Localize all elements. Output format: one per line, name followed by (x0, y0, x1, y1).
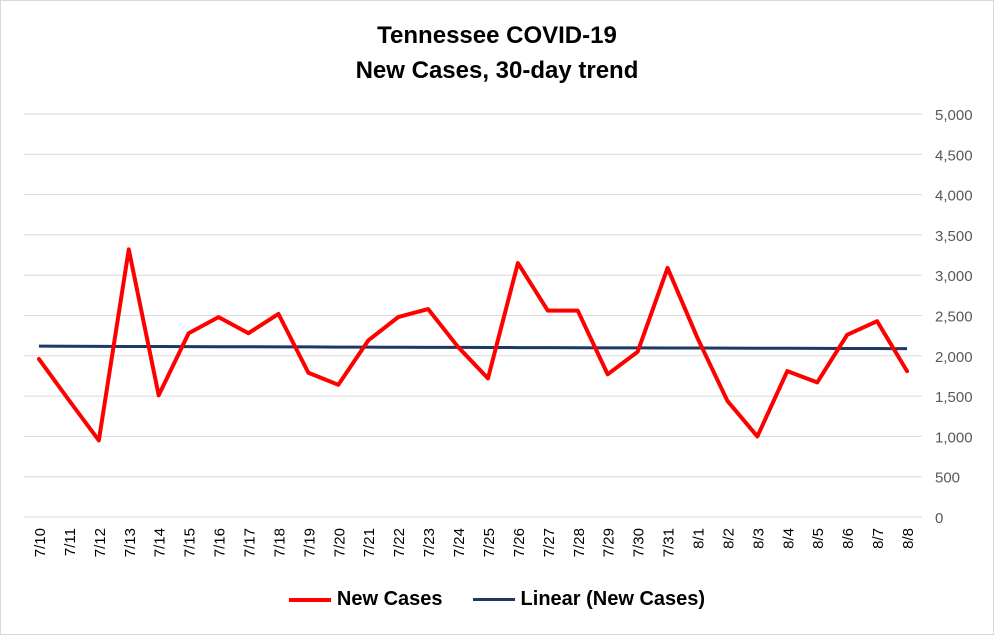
gridlines (24, 113, 922, 518)
x-tick-label: 8/5 (810, 528, 827, 549)
x-tick-label: 7/24 (451, 528, 468, 557)
legend: New Cases Linear (New Cases) (0, 588, 994, 611)
chart-subtitle: New Cases, 30-day trend (355, 57, 639, 84)
x-tick-label: 7/12 (92, 528, 109, 557)
series-lines (36, 247, 910, 443)
legend-swatch-linear (472, 598, 515, 601)
y-tick-label: 4,500 (935, 147, 973, 164)
series-line-linear-new-cases (38, 344, 908, 351)
series-line-new-cases (36, 247, 910, 443)
x-tick-label: 7/26 (511, 528, 528, 557)
y-tick-label: 3,000 (935, 268, 973, 285)
chart-title: Tennessee COVID-19 (377, 22, 617, 49)
x-tick-label: 7/22 (391, 528, 408, 557)
x-tick-label: 8/6 (840, 528, 857, 549)
x-tick-label: 7/19 (301, 528, 318, 557)
legend-label-linear: Linear (New Cases) (520, 588, 706, 610)
y-tick-label: 5,000 (935, 107, 973, 124)
x-tick-label: 7/18 (271, 528, 288, 557)
x-tick-label: 7/13 (122, 528, 139, 557)
x-tick-label: 7/23 (421, 528, 438, 557)
y-tick-label: 1,500 (935, 389, 973, 406)
y-tick-label: 1,000 (935, 429, 973, 446)
x-tick-label: 7/31 (661, 528, 678, 557)
x-tick-label: 7/25 (481, 528, 498, 557)
y-tick-label: 0 (935, 510, 943, 527)
y-tick-label: 2,000 (935, 349, 973, 366)
x-tick-label: 7/30 (631, 528, 648, 557)
x-tick-label: 8/7 (870, 528, 887, 549)
y-axis-ticks: 0 500 1,000 1,500 2,000 2,500 3,000 3,500 4,000 4… (935, 107, 973, 527)
legend-swatch-new-cases (288, 597, 331, 602)
x-tick-label: 8/1 (691, 528, 708, 549)
y-tick-label: 2,500 (935, 309, 973, 326)
x-tick-label: 7/21 (361, 528, 378, 557)
legend-label-new-cases: New Cases (336, 588, 443, 610)
x-tick-label: 7/16 (212, 528, 229, 557)
x-axis-ticks: 7/10 7/11 7/12 7/13 7/14 7/15 7/16 7/17 7/18 7/19… (32, 528, 917, 557)
x-tick-label: 7/28 (571, 528, 588, 557)
x-tick-label: 7/14 (152, 528, 169, 557)
x-tick-label: 8/3 (750, 528, 767, 549)
x-tick-label: 8/2 (720, 528, 737, 549)
x-tick-label: 7/15 (182, 528, 199, 557)
y-tick-label: 3,500 (935, 228, 973, 245)
x-tick-label: 7/10 (32, 528, 49, 557)
x-tick-label: 7/20 (331, 528, 348, 557)
x-tick-label: 7/29 (601, 528, 618, 557)
x-tick-label: 7/27 (541, 528, 558, 557)
y-tick-label: 4,000 (935, 188, 973, 205)
x-tick-label: 7/11 (62, 528, 79, 556)
legend-item-new-cases: New Cases (288, 588, 443, 611)
x-tick-label: 8/8 (900, 528, 917, 549)
x-tick-label: 8/4 (780, 528, 797, 549)
x-tick-label: 7/17 (242, 528, 259, 557)
y-tick-label: 500 (935, 470, 960, 487)
legend-item-linear: Linear (New Cases) (472, 588, 706, 611)
